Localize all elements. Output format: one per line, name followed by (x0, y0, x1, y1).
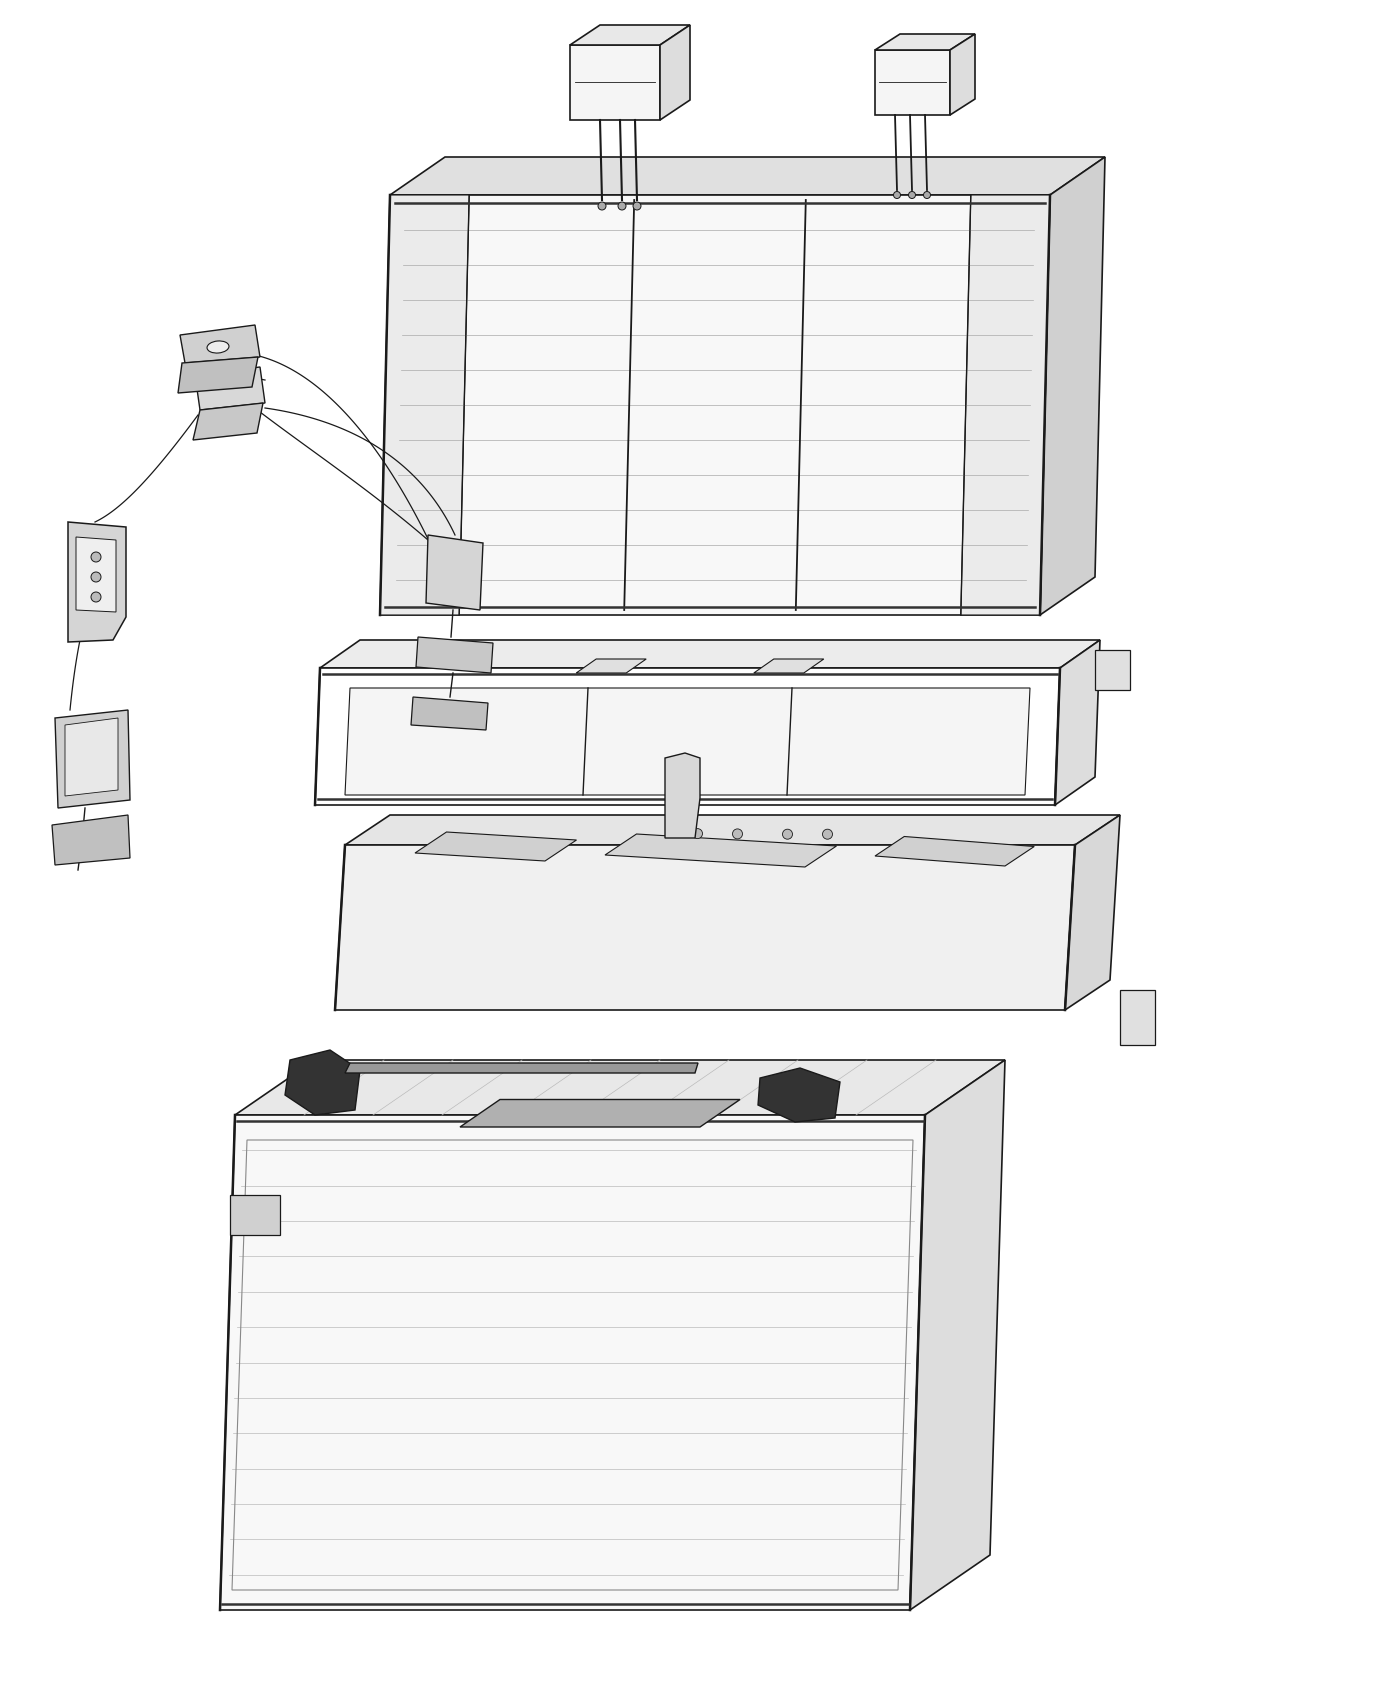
Polygon shape (892, 190, 902, 201)
Polygon shape (379, 196, 469, 615)
Polygon shape (923, 190, 932, 201)
Polygon shape (461, 1100, 741, 1127)
Polygon shape (1095, 649, 1130, 690)
Polygon shape (757, 1068, 840, 1122)
Polygon shape (379, 196, 1050, 615)
Polygon shape (907, 190, 917, 201)
Polygon shape (1040, 156, 1105, 615)
Polygon shape (1120, 989, 1155, 1046)
Circle shape (823, 830, 833, 840)
Polygon shape (875, 836, 1035, 865)
Polygon shape (344, 1062, 699, 1073)
Polygon shape (335, 845, 1075, 1010)
Polygon shape (391, 156, 1105, 196)
Circle shape (732, 830, 742, 838)
Polygon shape (1056, 639, 1100, 806)
Polygon shape (315, 668, 1060, 806)
Circle shape (617, 202, 626, 211)
Polygon shape (753, 660, 823, 673)
Polygon shape (631, 201, 643, 212)
Polygon shape (178, 357, 258, 393)
Circle shape (91, 552, 101, 563)
Polygon shape (426, 536, 483, 610)
Polygon shape (220, 1115, 925, 1610)
Circle shape (893, 192, 900, 199)
Polygon shape (596, 201, 608, 212)
Circle shape (783, 830, 792, 840)
Polygon shape (235, 1061, 1005, 1115)
Polygon shape (960, 196, 1050, 615)
Polygon shape (605, 835, 837, 867)
Polygon shape (416, 638, 493, 673)
Polygon shape (951, 34, 974, 116)
Polygon shape (193, 403, 263, 440)
Polygon shape (414, 831, 577, 860)
Circle shape (693, 828, 703, 838)
Circle shape (909, 192, 916, 199)
Polygon shape (52, 814, 130, 865)
Polygon shape (412, 697, 489, 729)
Polygon shape (55, 711, 130, 808)
Polygon shape (570, 44, 659, 121)
Polygon shape (321, 639, 1100, 668)
Polygon shape (64, 717, 118, 796)
Ellipse shape (207, 342, 230, 354)
Circle shape (91, 592, 101, 602)
Polygon shape (195, 367, 265, 410)
Polygon shape (230, 1195, 280, 1234)
Polygon shape (570, 26, 690, 44)
Polygon shape (665, 753, 700, 838)
Polygon shape (875, 49, 951, 116)
Circle shape (633, 202, 641, 211)
Polygon shape (344, 814, 1120, 845)
Polygon shape (69, 522, 126, 643)
Polygon shape (181, 325, 260, 364)
Polygon shape (1065, 814, 1120, 1010)
Polygon shape (286, 1051, 360, 1115)
Circle shape (91, 571, 101, 581)
Polygon shape (910, 1061, 1005, 1610)
Polygon shape (577, 660, 647, 673)
Polygon shape (76, 537, 116, 612)
Polygon shape (616, 201, 629, 212)
Polygon shape (344, 688, 1030, 796)
Polygon shape (659, 26, 690, 121)
Polygon shape (875, 34, 974, 49)
Circle shape (598, 202, 606, 211)
Circle shape (924, 192, 931, 199)
